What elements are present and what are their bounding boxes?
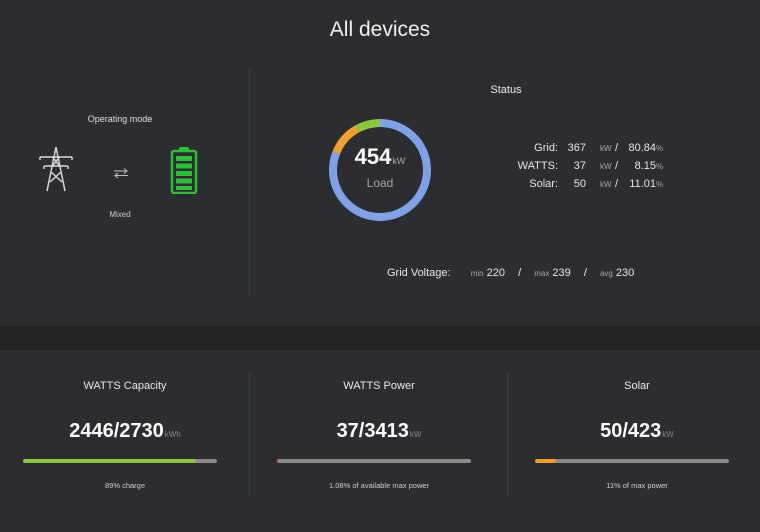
capacity-progress-bar	[23, 459, 217, 463]
card-value: 50/423kW	[512, 420, 760, 443]
grid-voltage-max: 239	[552, 267, 571, 279]
battery-full-icon	[170, 147, 198, 194]
status-row-name: WATTS:	[517, 160, 558, 172]
status-breakdown: Grid: 367 kW / 80.84 % WATTS: 37 kW / 8.…	[498, 142, 678, 196]
power-progress-bar	[277, 459, 471, 463]
card-value: 2446/2730kWh	[0, 420, 250, 443]
card-unit: kW	[662, 430, 674, 439]
card-title: WATTS Capacity	[83, 380, 167, 392]
ring-segment-watts	[329, 119, 431, 221]
status-row-percent-sym: %	[656, 162, 664, 171]
operating-mode-label: Operating mode	[87, 114, 153, 124]
grid-voltage-avg: 230	[615, 267, 635, 279]
grid-voltage-label: Grid Voltage:	[387, 267, 451, 279]
solar-progress-bar	[535, 459, 729, 463]
grid-voltage-min: 220	[486, 267, 506, 279]
operating-mode-value: Mixed	[109, 210, 131, 219]
status-title: Status	[490, 84, 522, 96]
solar-progress-fill	[535, 459, 557, 463]
power-tower-icon	[39, 146, 73, 192]
power-progress-fill	[277, 459, 280, 463]
card-value: 37/3413kW	[254, 420, 504, 443]
summary-panel	[0, 350, 760, 532]
status-row-value: 50	[573, 178, 586, 190]
status-row-solar: Solar: 50 kW / 11.01 %	[498, 178, 678, 196]
status-row-grid: Grid: 367 kW / 80.84 %	[498, 142, 678, 160]
card-title: WATTS Power	[343, 380, 415, 392]
card-unit: kW	[409, 430, 422, 439]
card-subtitle: 1.08% of available max power	[328, 481, 430, 490]
status-row-name: Solar:	[529, 178, 558, 190]
status-row-percent-sym: %	[656, 180, 664, 189]
card-number: 37/3413	[336, 420, 409, 442]
load-ring-chart	[329, 119, 431, 221]
status-row-name: Grid:	[534, 142, 558, 154]
status-row-percent-sym: %	[656, 144, 664, 153]
status-row-slash: /	[615, 160, 619, 172]
card-divider	[249, 372, 250, 498]
section-divider	[249, 68, 250, 298]
status-row-unit: kW	[600, 162, 612, 171]
grid-voltage-min-label: min	[470, 269, 484, 278]
card-title: Solar	[624, 380, 650, 392]
grid-voltage-sep: /	[583, 267, 587, 279]
card-number: 50/423	[600, 420, 662, 442]
status-row-percent: 80.84	[628, 142, 656, 154]
card-watts-capacity: WATTS Capacity 2446/2730kWh 89% charge	[0, 370, 250, 500]
status-row-value: 367	[567, 142, 586, 154]
swap-arrows-icon	[113, 166, 129, 179]
card-solar: Solar 50/423kW 11% of max power	[512, 370, 760, 500]
load-value: 454kW	[326, 144, 434, 170]
card-divider	[507, 372, 508, 498]
status-row-value: 37	[573, 160, 586, 172]
grid-voltage-max-label: max	[534, 269, 550, 278]
status-row-unit: kW	[600, 144, 612, 153]
grid-voltage-avg-label: avg	[599, 269, 613, 278]
card-number: 2446/2730	[69, 420, 164, 442]
status-row-unit: kW	[600, 180, 612, 189]
status-row-percent: 8.15	[634, 160, 656, 172]
card-unit: kWh	[164, 430, 181, 439]
load-number: 454	[354, 144, 392, 169]
status-row-watts: WATTS: 37 kW / 8.15 %	[498, 160, 678, 178]
card-watts-power: WATTS Power 37/3413kW 1.08% of available…	[254, 370, 504, 500]
page-title: All devices	[329, 18, 431, 41]
status-row-slash: /	[615, 142, 619, 154]
status-panel	[0, 0, 760, 326]
load-unit: kW	[392, 156, 406, 166]
grid-voltage-sep: /	[518, 267, 522, 279]
load-label: Load	[366, 176, 394, 190]
status-row-percent: 11.01	[629, 178, 656, 190]
card-subtitle: 89% charge	[104, 481, 146, 490]
card-subtitle: 11% of max power	[606, 481, 668, 490]
grid-voltage: Grid Voltage: min 220 / max 239 / avg 23…	[387, 267, 687, 279]
status-row-slash: /	[615, 178, 619, 190]
capacity-progress-fill	[23, 459, 196, 463]
